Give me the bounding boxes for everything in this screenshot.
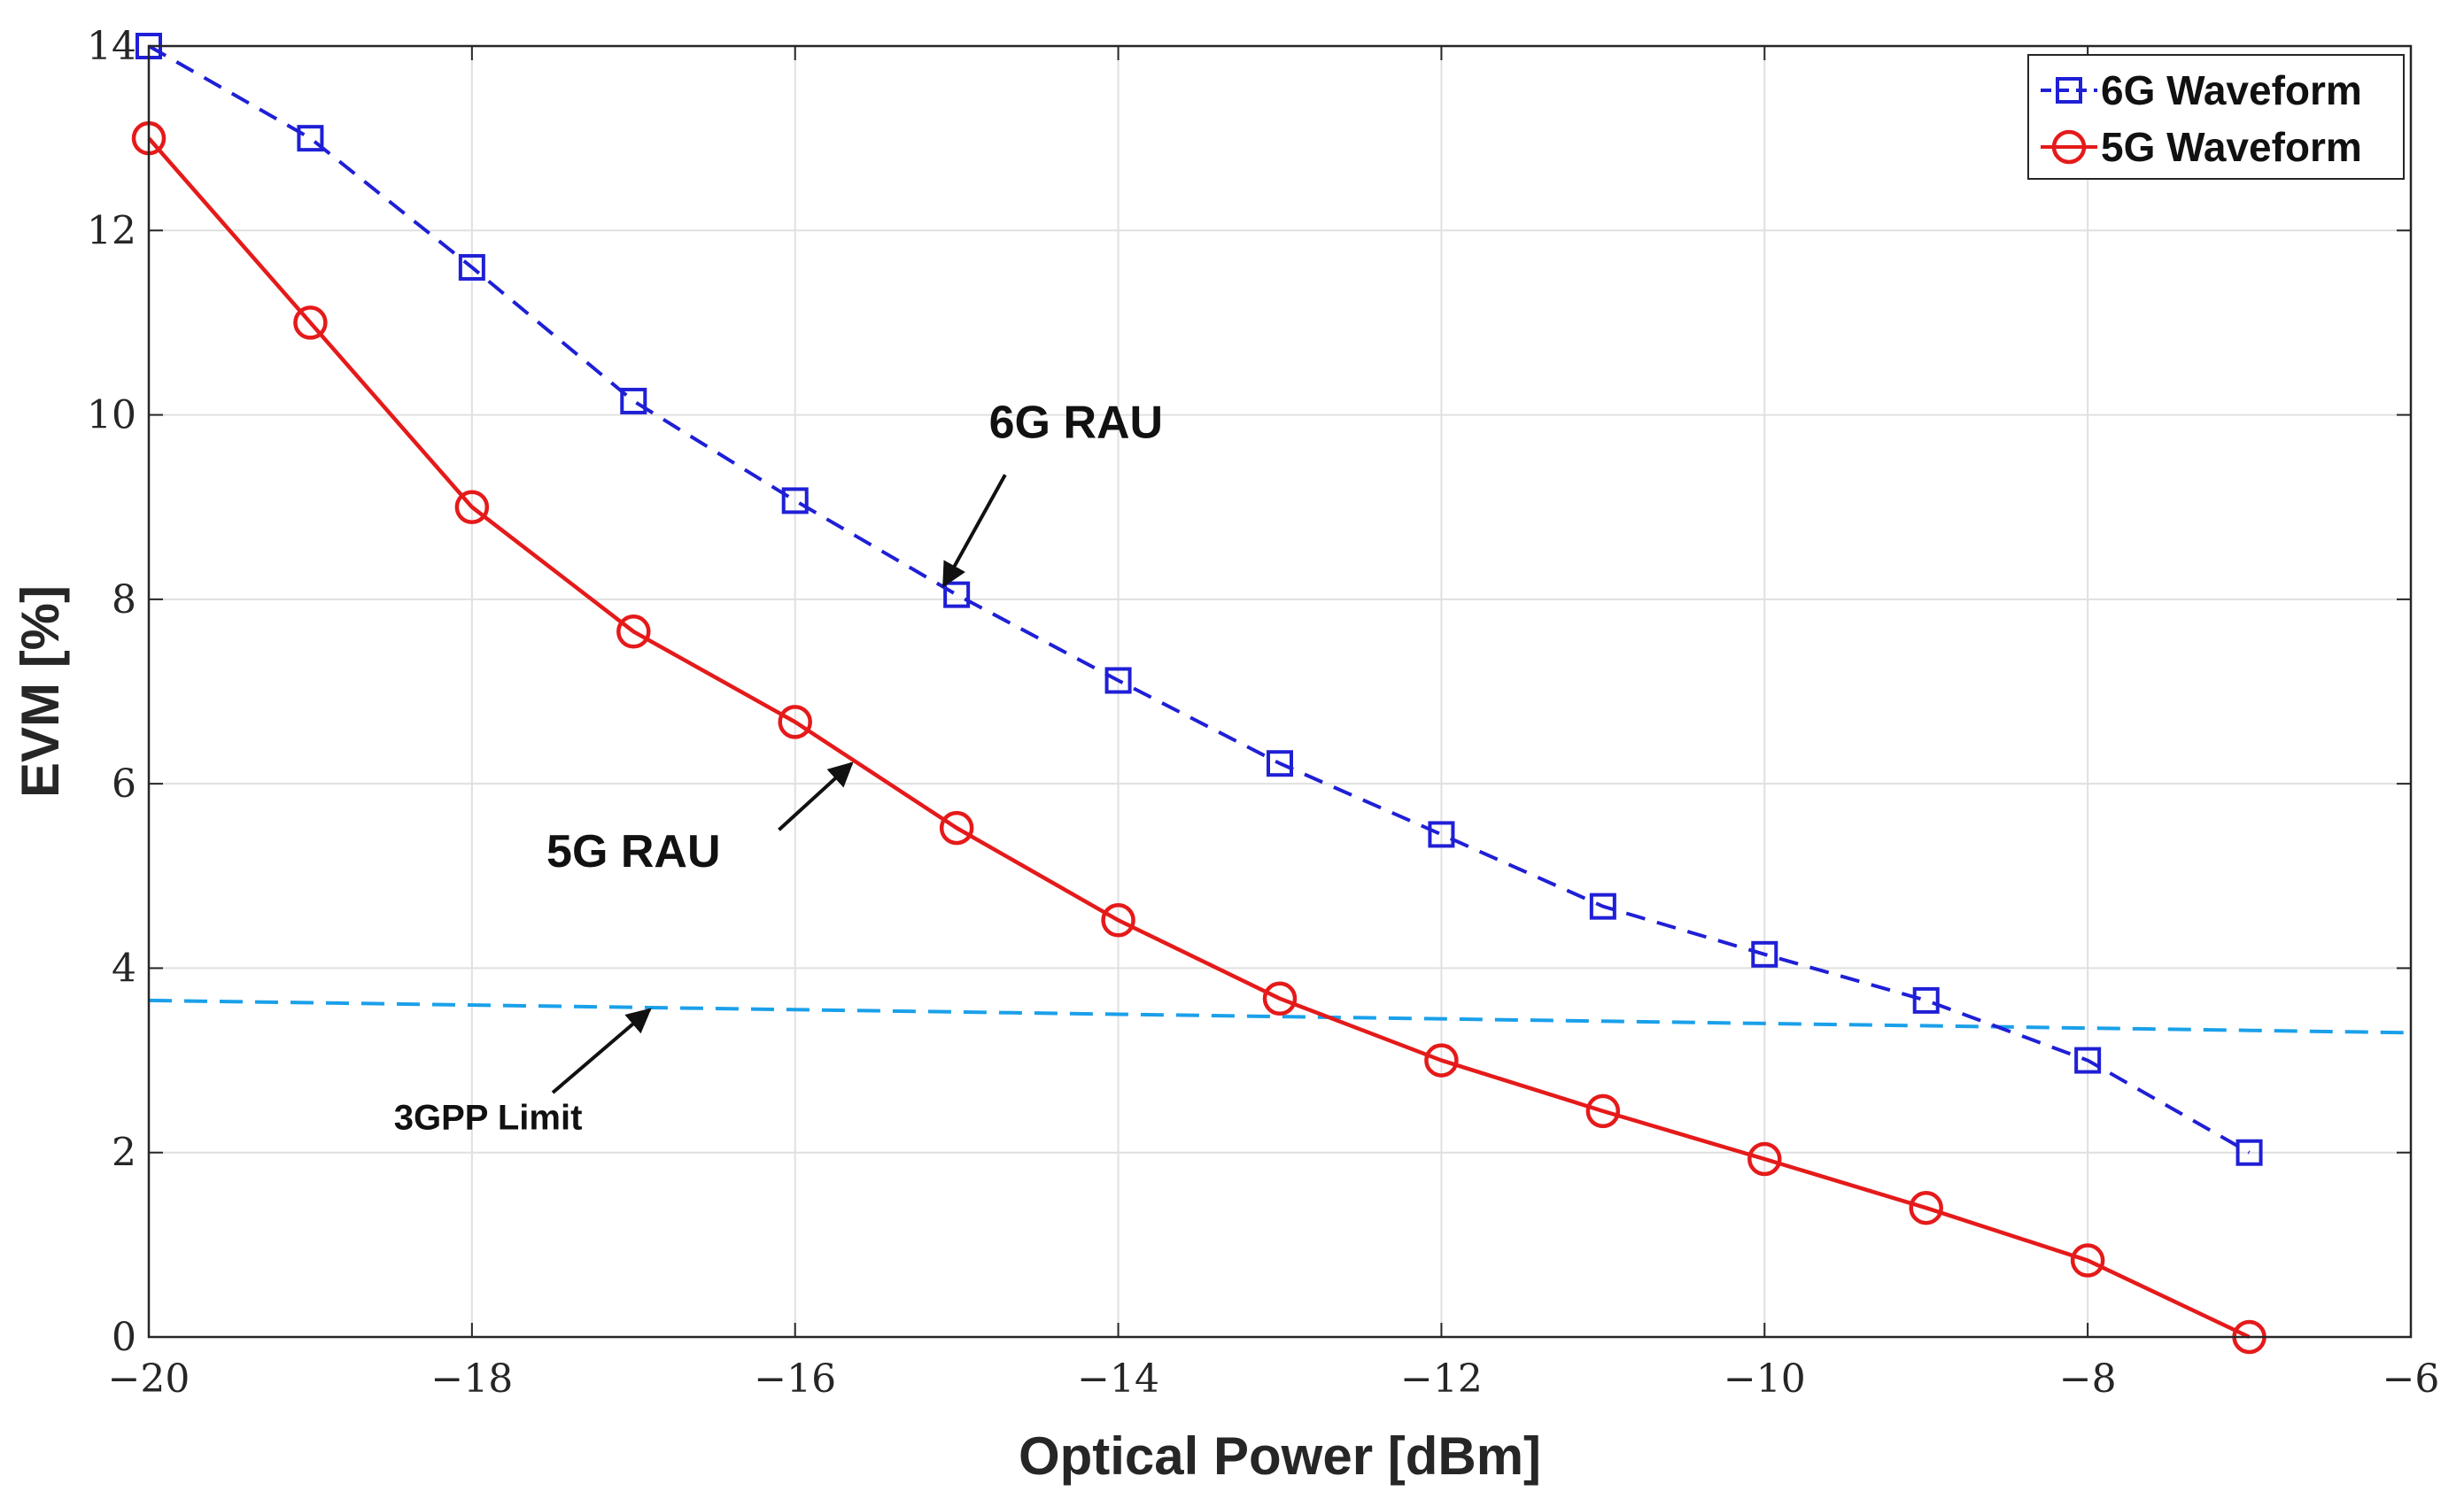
data-point [620, 387, 647, 414]
plot-frame [147, 44, 2413, 1339]
data-point [1424, 1043, 1459, 1078]
legend-marker-sample [2051, 129, 2087, 165]
series-line [148, 44, 2251, 1155]
grid [148, 45, 2412, 1338]
reference-line-3gpp-limit [148, 998, 2412, 1035]
data-point [616, 614, 651, 649]
annotation-5g-rau: 5G RAU [546, 826, 720, 877]
data-point [2070, 1243, 2105, 1278]
data-point [1428, 821, 1455, 848]
data-point [1585, 1094, 1621, 1129]
x-tick-label: −20 [108, 1356, 190, 1402]
data-point [1589, 893, 1616, 920]
annotation-arrow [778, 761, 854, 831]
data-point [293, 305, 328, 340]
data-point [458, 253, 485, 281]
data-point [2074, 1047, 2102, 1074]
x-tick-label: −6 [2383, 1356, 2440, 1402]
x-tick-label: −14 [1077, 1356, 1159, 1402]
annotation-arrow [941, 474, 1007, 588]
legend-marker-sample [2056, 77, 2082, 104]
x-axis-title: Optical Power [dBm] [1019, 1426, 1541, 1486]
data-point [1267, 750, 1293, 777]
y-tick-label: 8 [112, 577, 136, 622]
data-point [1912, 986, 1940, 1014]
legend-box [2027, 54, 2405, 180]
data-point [1747, 1141, 1782, 1177]
reference-line-layer [148, 998, 2412, 1035]
data-point [1104, 667, 1132, 694]
annotation-6g-rau: 6G RAU [989, 398, 1163, 449]
y-tick-label: 4 [112, 946, 136, 991]
data-point [939, 810, 974, 846]
y-tick-label: 14 [87, 24, 136, 69]
data-point [1101, 903, 1135, 938]
legend-item-5g-waveform: 5G Waveform [2041, 124, 2362, 170]
y-tick-label: 10 [87, 393, 136, 438]
data-point [778, 705, 812, 739]
x-tick-label: −18 [430, 1356, 513, 1402]
legend-item-6g-waveform: 6G Waveform [2041, 67, 2362, 113]
data-point [781, 487, 809, 514]
data-point [1909, 1190, 1943, 1225]
x-tick-label: −10 [1724, 1356, 1806, 1402]
y-tick-label: 12 [87, 208, 136, 253]
data-point [2235, 1139, 2263, 1166]
x-tick-label: −12 [1400, 1356, 1483, 1402]
y-tick-label: 0 [112, 1315, 136, 1360]
annotation-arrow [551, 1008, 652, 1094]
x-tick-label: −16 [754, 1356, 836, 1402]
annotations: 6G RAU 5G RAU 3GPP Limit [394, 398, 1163, 1138]
data-point [297, 125, 324, 152]
data-point [1262, 981, 1298, 1016]
x-tick-label: −8 [2059, 1356, 2117, 1402]
legend-label: 6G Waveform [2101, 67, 2362, 113]
data-point [454, 490, 490, 524]
series-line [147, 136, 2251, 1340]
y-axis-title: EVM [%] [11, 585, 70, 798]
y-tick-label: 6 [112, 761, 136, 807]
y-tick-label: 2 [112, 1131, 136, 1176]
series-6g-waveform [136, 33, 2263, 1166]
annotation-3gpp-limit: 3GPP Limit [394, 1099, 583, 1138]
legend: 6G Waveform 5G Waveform [2027, 54, 2405, 180]
legend-label: 5G Waveform [2101, 124, 2362, 170]
data-point [1751, 940, 1778, 968]
axis-ticks: −20 −18 −16 −14 −12 −10 −8 −6 0 2 4 6 8 10 12 14 [87, 24, 2439, 1402]
